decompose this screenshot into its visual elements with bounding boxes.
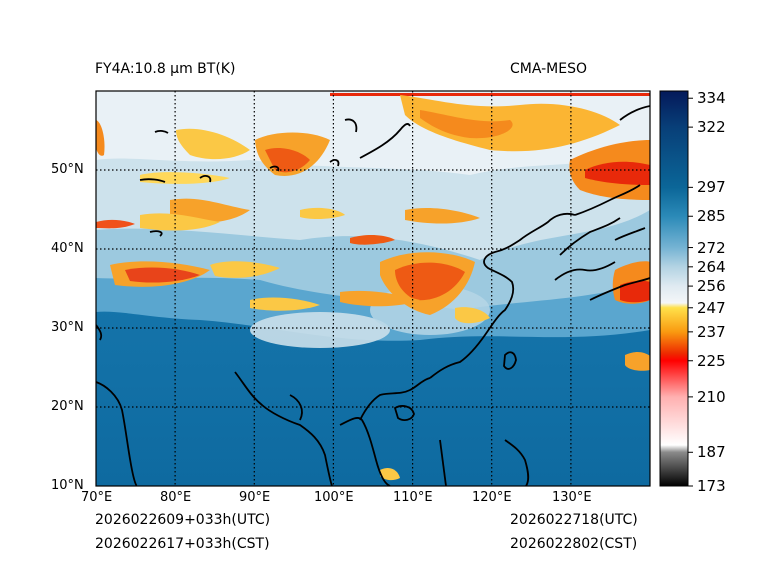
- valid-time-utc: 2026022718(UTC): [510, 512, 638, 528]
- colorbar-label: 272: [697, 238, 726, 257]
- lon-label-100: 100°E: [314, 490, 354, 505]
- lat-label-40: 40°N: [51, 241, 84, 256]
- colorbar-label: 322: [697, 118, 726, 137]
- colorbar-label: 297: [697, 178, 726, 197]
- lon-label-120: 120°E: [472, 490, 512, 505]
- model-name: CMA-MESO: [510, 61, 588, 77]
- colorbar-ticks: [688, 97, 693, 487]
- imagery-layer: [96, 91, 650, 486]
- lon-label-90: 90°E: [239, 490, 271, 505]
- valid-time-cst: 2026022802(CST): [510, 536, 638, 552]
- init-time-cst: 2026022617+033h(CST): [95, 536, 270, 552]
- colorbar-label: 210: [697, 387, 726, 406]
- lat-label-50: 50°N: [51, 162, 84, 177]
- colorbar-label: 187: [697, 443, 726, 462]
- colorbar-label: 285: [697, 207, 726, 226]
- lon-label-110: 110°E: [393, 490, 433, 505]
- lon-label-80: 80°E: [160, 490, 192, 505]
- colorbar-frame: [659, 90, 689, 487]
- lon-label-70: 70°E: [81, 490, 113, 505]
- coastlines: [96, 105, 650, 486]
- lat-label-10: 10°N: [51, 478, 84, 493]
- lon-label-130: 130°E: [552, 490, 592, 505]
- map-title: FY4A:10.8 µm BT(K): [95, 61, 236, 77]
- init-time-utc: 2026022609+033h(UTC): [95, 512, 271, 528]
- plot-frame: [95, 90, 651, 487]
- colorbar-label: 225: [697, 351, 726, 370]
- colorbar: [660, 91, 688, 486]
- lat-label-20: 20°N: [51, 399, 84, 414]
- colorbar-label: 256: [697, 277, 726, 296]
- graticule: [96, 91, 650, 486]
- colorbar-label: 247: [697, 298, 726, 317]
- colorbar-label: 237: [697, 322, 726, 341]
- lat-label-30: 30°N: [51, 320, 84, 335]
- colorbar-label: 173: [697, 477, 726, 495]
- colorbar-label: 334: [697, 89, 726, 108]
- colorbar-label: 264: [697, 257, 726, 276]
